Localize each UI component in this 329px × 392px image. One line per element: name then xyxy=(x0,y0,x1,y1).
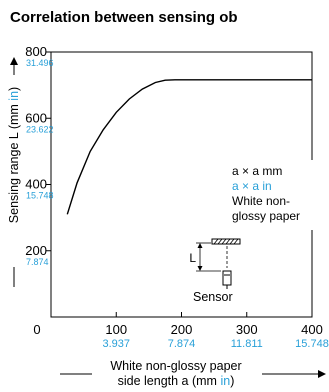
x-tick-label-4: 400 xyxy=(301,322,323,337)
y-tick-inch-label-3: 31.496 xyxy=(26,58,54,68)
x-axis-label-arrow xyxy=(318,370,326,378)
x-tick-label-2: 200 xyxy=(171,322,193,337)
chart-title: Correlation between sensing ob xyxy=(10,9,238,26)
x-tick-inch-label-3: 11.811 xyxy=(231,338,263,350)
paper-hatching xyxy=(213,238,239,245)
distance-label: L xyxy=(189,251,196,265)
y-tick-label-1: 400 xyxy=(25,177,47,192)
sensor-body xyxy=(222,270,232,286)
annotation-paper-line1: White non- xyxy=(232,194,290,208)
x-tick-inch-label-2: 7.874 xyxy=(168,338,196,350)
y-tick-inch-label-0: 7.874 xyxy=(26,257,49,267)
y-tick-label-3: 800 xyxy=(25,44,47,59)
y-tick-label-0: 200 xyxy=(25,243,47,258)
sensor-label: Sensor xyxy=(193,290,233,304)
x-tick-inch-label-1: 3.937 xyxy=(102,338,130,350)
y-tick-inch-label-2: 23.622 xyxy=(26,124,54,134)
x-axis-label-line2: side length a (mm in) xyxy=(118,374,235,388)
y-axis-label-arrow xyxy=(10,57,18,65)
distance-arrow-down xyxy=(197,266,203,271)
x-tick-label-0: 0 xyxy=(33,322,40,337)
distance-arrow-up xyxy=(197,243,203,248)
x-axis-label-group: White non-glossy paper side length a (mm… xyxy=(60,359,326,388)
sensor-diagram: a × a mm a × a in White non- glossy pape… xyxy=(189,160,313,304)
y-axis-label-group: Sensing range L (mm in) xyxy=(7,57,21,287)
y-tick-label-2: 600 xyxy=(25,110,47,125)
series-line xyxy=(66,79,312,215)
annotation-size-mm: a × a mm xyxy=(232,164,282,178)
x-tick-inch-label-4: 15.748 xyxy=(295,338,329,350)
y-tick-inch-label-1: 15.748 xyxy=(26,191,54,201)
x-tick-label-3: 300 xyxy=(236,322,258,337)
annotation-size-in: a × a in xyxy=(232,179,272,193)
x-axis-label-line1: White non-glossy paper xyxy=(110,359,241,373)
x-tick-label-1: 100 xyxy=(105,322,127,337)
y-axis-label: Sensing range L (mm in) xyxy=(7,87,21,223)
annotation-paper-line2: glossy paper xyxy=(232,209,300,223)
annotation-box xyxy=(226,160,313,230)
